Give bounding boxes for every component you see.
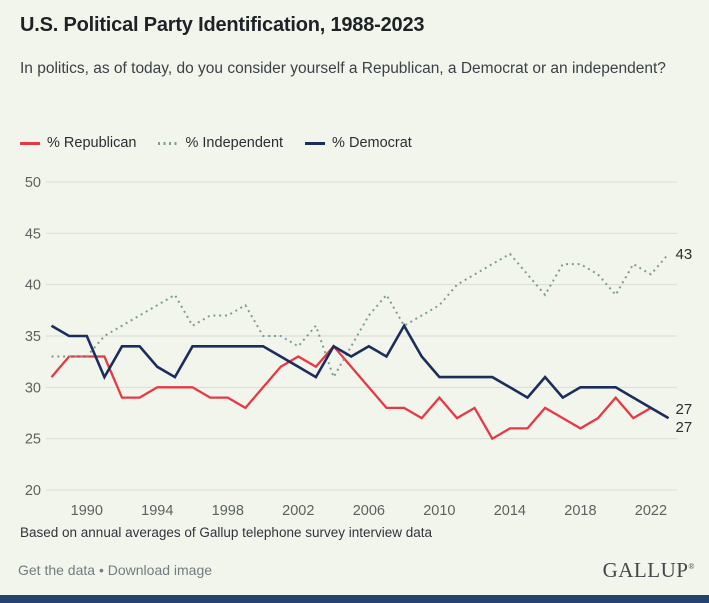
x-axis-tick-label: 2014 (494, 503, 526, 519)
x-axis-tick-label: 1990 (71, 503, 103, 519)
x-axis-tick-label: 1994 (141, 503, 173, 519)
get-the-data-link[interactable]: Get the data (18, 562, 96, 578)
democrat-line-swatch (305, 141, 326, 145)
legend-label: % Independent (185, 135, 284, 151)
link-separator: • (98, 562, 104, 578)
independent-line-swatch (158, 141, 179, 145)
y-axis-tick-label: 45 (25, 226, 41, 242)
y-axis-tick-label: 20 (25, 483, 41, 499)
x-axis-tick-label: 2018 (564, 503, 596, 519)
republican-line-swatch (20, 141, 40, 145)
y-axis-tick-label: 35 (25, 329, 41, 345)
legend-label: % Democrat (332, 135, 412, 151)
legend-item-independent: % Independent (158, 135, 283, 151)
series-line-republican (50, 344, 670, 441)
series-line-democrat (50, 323, 670, 420)
bottom-accent-bar (0, 595, 709, 603)
x-axis-tick-label: 2002 (282, 503, 314, 519)
registered-mark: ® (688, 562, 695, 571)
y-axis-tick-label: 25 (25, 432, 41, 448)
legend-item-republican: % Republican (20, 135, 136, 151)
x-axis-tick-label: 2010 (423, 503, 455, 519)
series-line-independent (51, 252, 670, 380)
y-axis-tick-label: 40 (25, 278, 41, 294)
x-axis-tick-label: 2006 (353, 503, 385, 519)
x-axis-tick-label: 1998 (212, 503, 244, 519)
download-image-link[interactable]: Download image (107, 562, 213, 578)
y-axis-tick-label: 50 (25, 175, 41, 191)
footer-links: Get the data • Download image (18, 562, 212, 578)
source-note: Based on annual averages of Gallup telep… (20, 525, 433, 540)
series-end-value-label: 27 (676, 401, 693, 418)
chart-subtitle-question: In politics, as of today, do you conside… (20, 60, 666, 77)
chart-legend: % Republican % Independent % Democrat (20, 135, 412, 151)
gallup-logo: GALLUP® (602, 558, 695, 582)
x-axis-tick-label: 2022 (635, 503, 667, 519)
legend-label: % Republican (47, 135, 137, 151)
page-title: U.S. Political Party Identification, 198… (20, 14, 425, 36)
legend-item-democrat: % Democrat (305, 135, 412, 151)
series-end-value-label: 43 (676, 246, 693, 263)
party-identification-line-chart: 20 25 30 35 40 45 50 1990 1994 1998 2002 2006 2010 20… (25, 175, 693, 519)
series-end-value-label: 27 (676, 419, 693, 436)
y-axis-tick-label: 30 (25, 380, 41, 396)
